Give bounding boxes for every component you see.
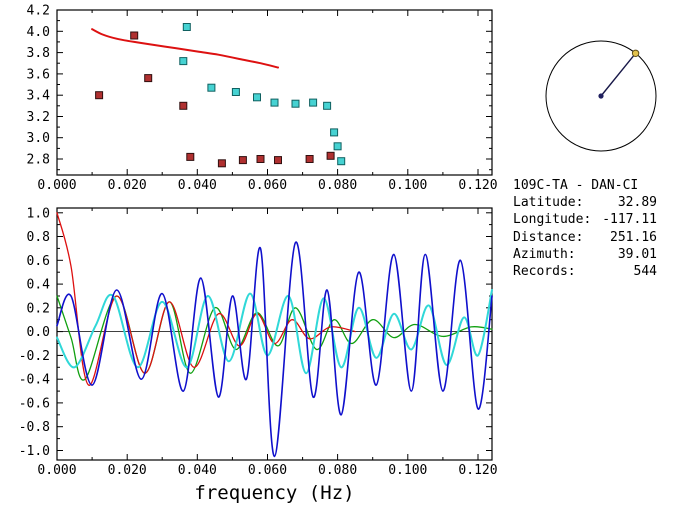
y-tick-label: 0.0 — [27, 325, 50, 340]
picks-cyan-marker[interactable] — [309, 98, 318, 107]
y-tick-label: 1.0 — [27, 206, 50, 221]
dial-ring — [545, 40, 657, 152]
x-tick-label: 0.120 — [458, 463, 497, 478]
picks-red-marker[interactable] — [144, 74, 153, 83]
x-tick-label: 0.120 — [458, 178, 497, 193]
x-axis-label: frequency (Hz) — [194, 482, 354, 504]
picks-red-marker[interactable] — [186, 152, 195, 161]
y-tick-label: 3.8 — [27, 46, 50, 61]
trace-cyan — [56, 289, 493, 375]
picks-cyan-marker[interactable] — [231, 88, 240, 96]
field-value: 32.89 — [617, 195, 657, 211]
field-label: Records: — [513, 264, 576, 280]
y-tick-label: 0.4 — [27, 278, 51, 293]
plot-frame — [56, 9, 493, 176]
y-tick-label: 2.8 — [27, 153, 50, 168]
y-tick-label: 0.2 — [27, 301, 50, 316]
station-marker-dot — [631, 49, 640, 57]
dial-center-dot — [598, 93, 604, 99]
x-tick-label: 0.000 — [37, 463, 76, 478]
reference-dispersion-curve — [91, 28, 279, 69]
picks-cyan-marker[interactable] — [330, 128, 339, 137]
y-tick-label: 3.6 — [27, 67, 50, 82]
picks-cyan-marker[interactable] — [270, 98, 279, 107]
picks-cyan-marker[interactable] — [337, 157, 346, 166]
station-field-distance: Distance: 251.16 — [513, 229, 657, 246]
x-tick-label: 0.060 — [248, 178, 287, 193]
x-tick-label: 0.020 — [108, 463, 147, 478]
picks-red-marker[interactable] — [130, 31, 139, 40]
field-value: 251.16 — [610, 229, 657, 245]
station-pair-title: 109C-TA - DAN-CI — [513, 178, 639, 193]
y-tick-label: 3.0 — [27, 131, 50, 146]
x-tick-label: 0.080 — [318, 463, 357, 478]
picks-red-marker[interactable] — [256, 155, 265, 163]
y-tick-label: 3.4 — [27, 89, 51, 104]
picks-red-marker[interactable] — [179, 101, 188, 110]
x-tick-label: 0.060 — [248, 463, 287, 478]
station-info-panel: 109C-TA - DAN-CI Latitude: 32.89 Longitu… — [513, 177, 657, 280]
y-tick-label: 0.6 — [27, 254, 50, 269]
y-tick-label: -0.4 — [19, 373, 50, 388]
field-label: Distance: — [513, 229, 584, 245]
station-field-azimuth: Azimuth: 39.01 — [513, 246, 657, 263]
picks-cyan-marker[interactable] — [179, 57, 188, 66]
picks-cyan-marker[interactable] — [333, 142, 342, 151]
x-tick-label: 0.100 — [388, 178, 427, 193]
picks-red-marker[interactable] — [305, 155, 314, 163]
x-tick-label: 0.000 — [37, 178, 76, 193]
station-field-longitude: Longitude: -117.11 — [513, 211, 657, 228]
field-label: Latitude: — [513, 195, 584, 211]
field-label: Azimuth: — [513, 246, 576, 262]
plot-frame — [56, 207, 493, 461]
picks-cyan-marker[interactable] — [253, 93, 261, 102]
y-tick-label: 0.8 — [27, 230, 50, 245]
x-tick-label: 0.020 — [108, 178, 147, 193]
y-tick-label: -0.2 — [19, 349, 50, 364]
x-tick-label: 0.040 — [178, 463, 217, 478]
y-tick-label: 3.2 — [27, 110, 50, 125]
picks-red-marker[interactable] — [217, 159, 226, 168]
field-value: -117.11 — [602, 212, 657, 228]
x-tick-label: 0.100 — [388, 463, 427, 478]
picks-red-marker[interactable] — [326, 151, 335, 160]
dispersion-chart[interactable]: 0.000 0.020 0.040 0.060 0.080 0.100 0.120 2.8 3.… — [0, 0, 505, 200]
picks-red-marker[interactable] — [95, 91, 104, 100]
x-tick-label: 0.040 — [178, 178, 217, 193]
y-tick-label: 4.0 — [27, 25, 50, 40]
y-tick-label: -0.8 — [19, 420, 50, 435]
picks-cyan-marker[interactable] — [182, 23, 191, 31]
station-field-records: Records: 544 — [513, 263, 657, 280]
y-tick-label: -0.6 — [19, 396, 50, 411]
field-value: 39.01 — [617, 246, 657, 262]
azimuth-dial — [545, 40, 657, 152]
picks-red-marker[interactable] — [274, 156, 282, 165]
trace-blue — [56, 241, 493, 458]
picks-red-marker[interactable] — [238, 156, 247, 165]
picks-cyan-marker[interactable] — [323, 101, 332, 110]
field-value: 544 — [633, 264, 657, 280]
azimuth-needle — [600, 52, 637, 97]
y-tick-label: 4.2 — [27, 4, 50, 19]
picks-cyan-marker[interactable] — [207, 83, 216, 92]
station-field-latitude: Latitude: 32.89 — [513, 194, 657, 211]
picks-cyan-marker[interactable] — [291, 99, 300, 108]
correlation-chart[interactable]: 0.000 0.020 0.040 0.060 0.080 0.100 0.120 -1.0 -… — [0, 200, 505, 519]
y-tick-label: -1.0 — [19, 444, 50, 459]
field-label: Longitude: — [513, 212, 592, 228]
x-tick-label: 0.080 — [318, 178, 357, 193]
